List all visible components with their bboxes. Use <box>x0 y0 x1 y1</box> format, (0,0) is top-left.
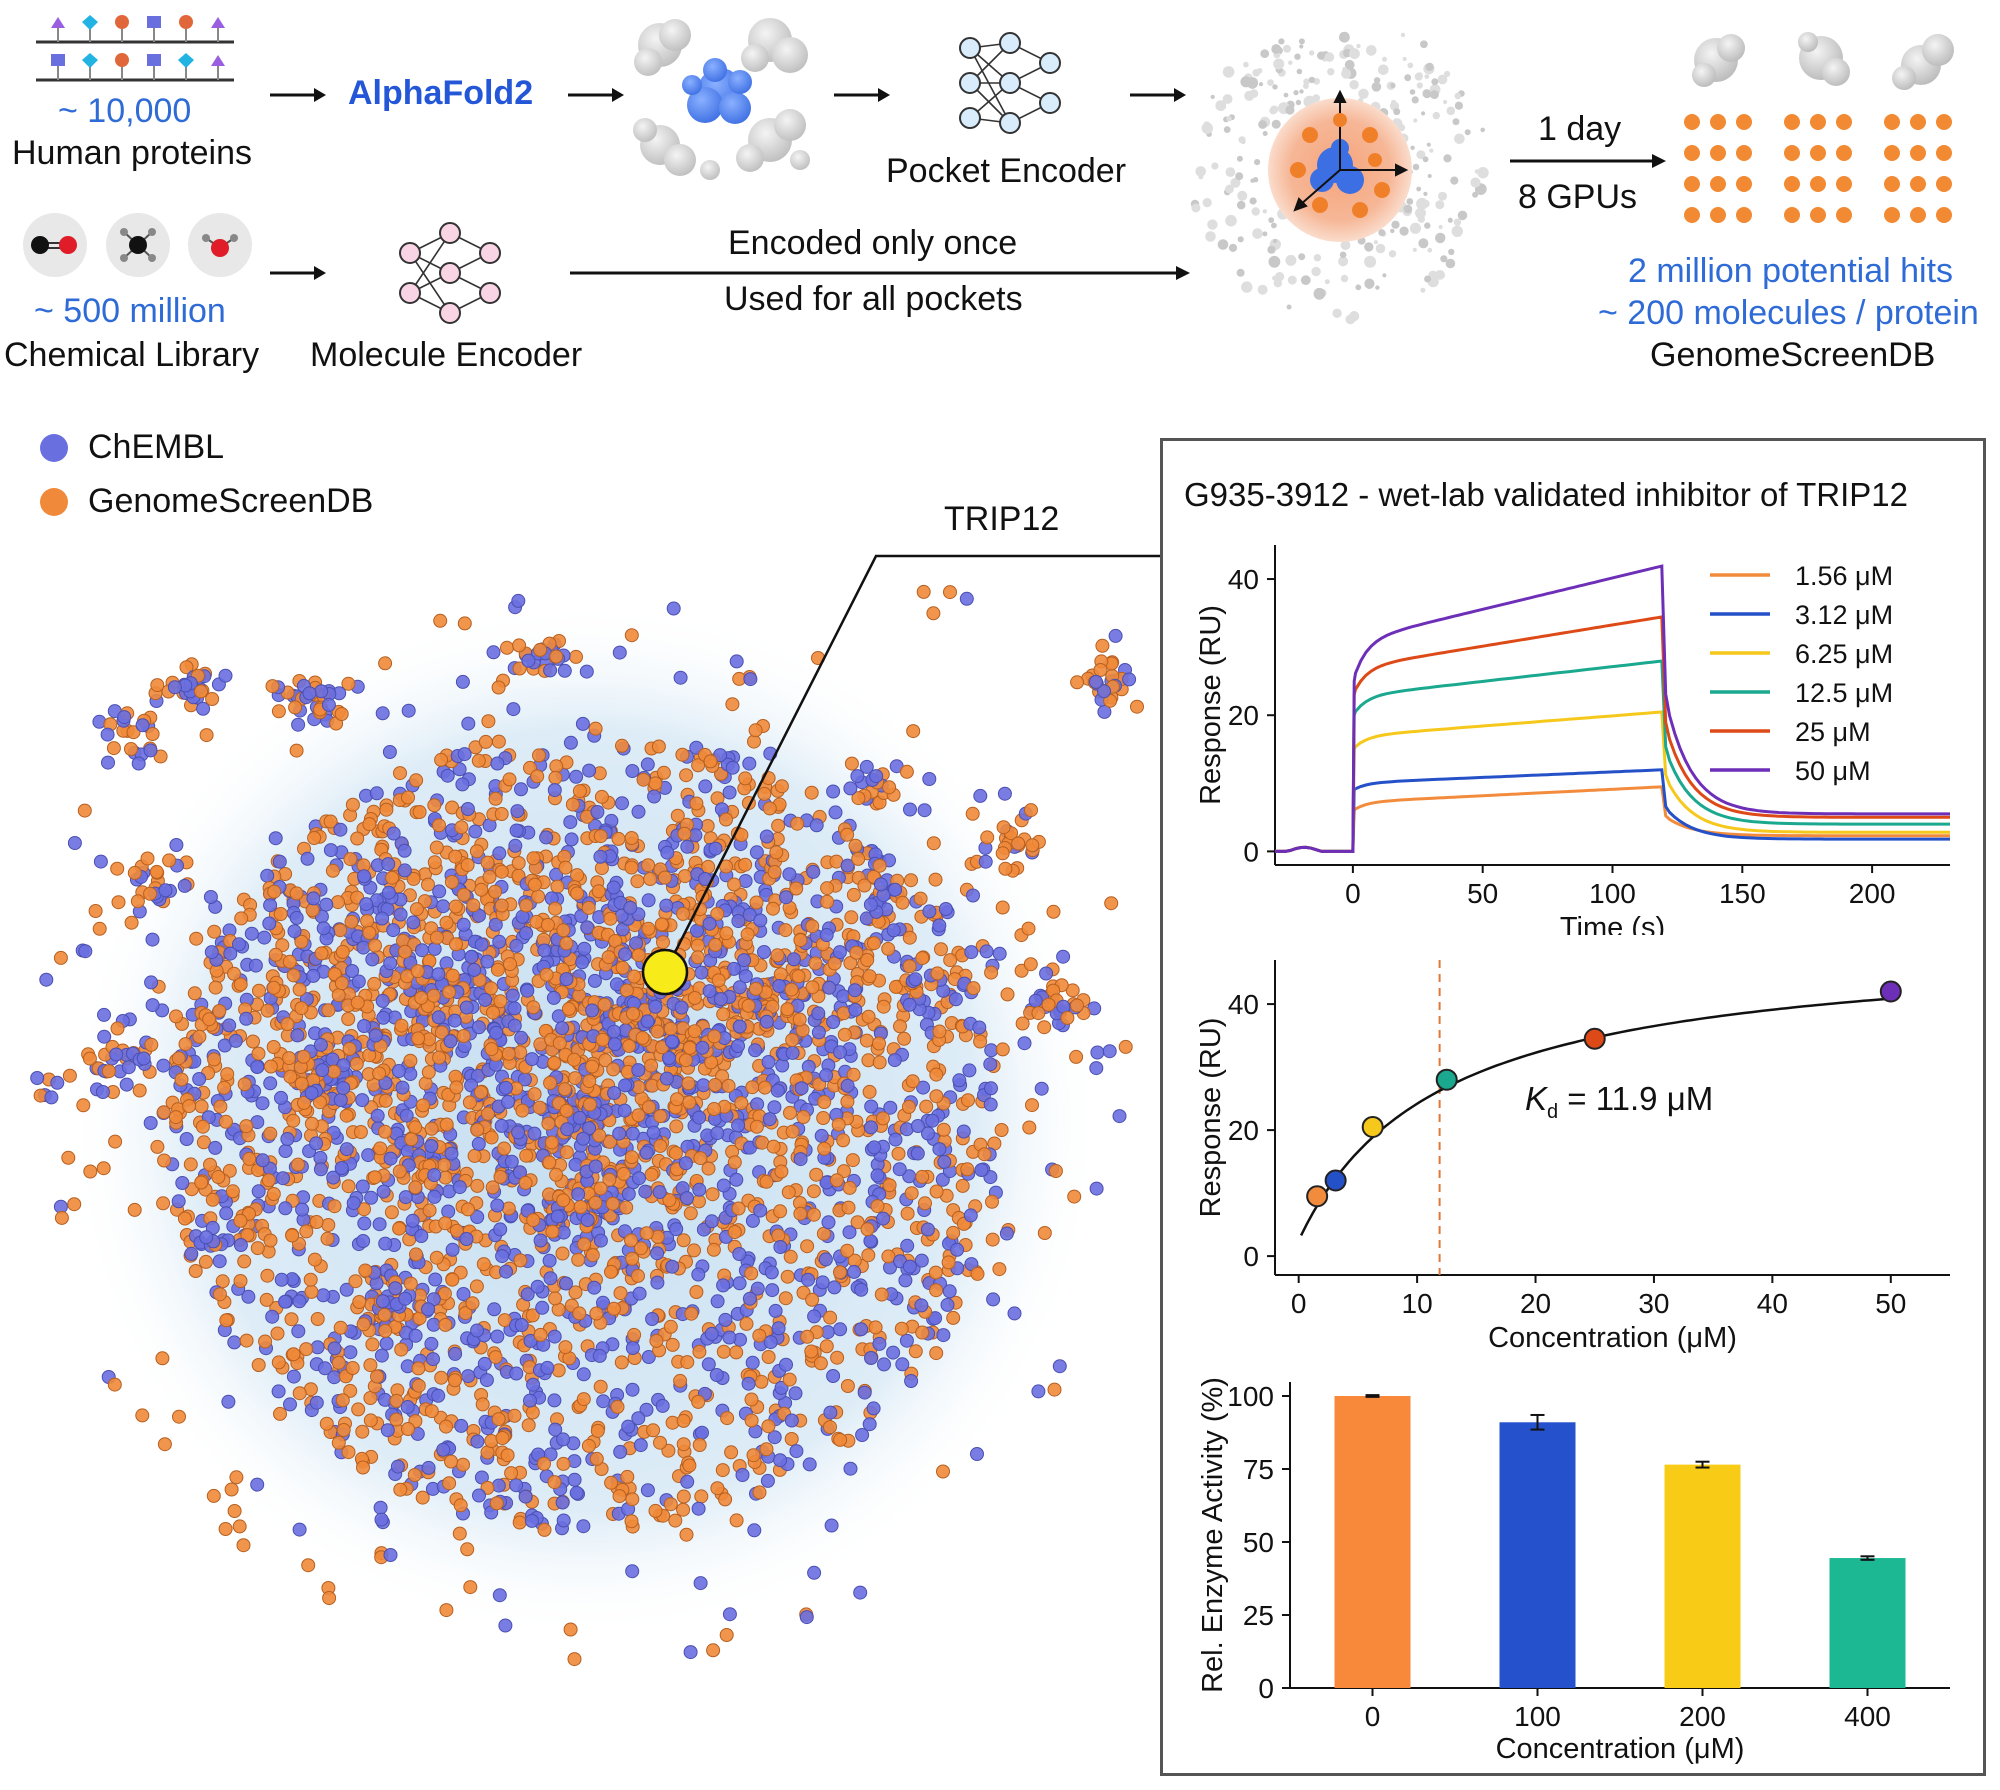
y-tick-label: 50 <box>1243 1527 1274 1558</box>
arrow-icon <box>270 88 326 102</box>
data-point <box>1324 1169 1347 1192</box>
kd-label: Kd = 11.9 μM <box>1525 1080 1713 1123</box>
series-line <box>1275 785 1950 853</box>
y-tick-label: 40 <box>1228 564 1259 595</box>
x-tick-label: 0 <box>1365 1701 1381 1732</box>
x-tick-label: 400 <box>1844 1701 1891 1732</box>
alphafold-label: AlphaFold2 <box>348 74 534 112</box>
validation-panel <box>1160 438 1986 1776</box>
legend-chembl-label: ChEMBL <box>88 428 225 466</box>
x-tick-label: 100 <box>1589 878 1636 909</box>
y-tick-label: 75 <box>1243 1454 1274 1485</box>
pocket-encoder-network-icon <box>959 32 1061 134</box>
data-point <box>1879 980 1902 1003</box>
enzyme-activity-chart: 0 25 50 75 100 0 100 200 400 Concentration (μM) Re… <box>1197 1377 1950 1765</box>
arrow-icon <box>1130 88 1186 102</box>
pocket-encoder-label: Pocket Encoder <box>886 152 1127 190</box>
series-line <box>1275 659 1950 853</box>
y-tick-label: 25 <box>1243 1600 1274 1631</box>
y-tick-label: 40 <box>1228 989 1259 1020</box>
bar <box>1334 1396 1411 1688</box>
hits-count: 2 million potential hits <box>1628 252 1954 290</box>
molecule-encoder-label: Molecule Encoder <box>310 336 583 374</box>
y-tick-label: 0 <box>1243 1241 1259 1272</box>
x-tick-label: 200 <box>1679 1701 1726 1732</box>
encoded-once-label: Encoded only once <box>728 224 1018 262</box>
proteins-count: ~ 10,000 <box>58 92 192 130</box>
molecule-encoder-network-icon <box>399 222 501 324</box>
spr-sensorgram-chart: 0 50 100 150 200 0 20 40 Time (s) Response (RU) 1.… <box>1195 545 1950 935</box>
hit-molecules-grid <box>1684 114 1952 223</box>
library-label: Chemical Library <box>4 336 260 374</box>
bar <box>1499 1422 1576 1688</box>
arrow-icon <box>834 88 890 102</box>
legend-label: 3.12 μM <box>1795 600 1893 630</box>
x-axis-label: Time (s) <box>1560 912 1665 935</box>
x-tick-label: 0 <box>1291 1288 1307 1319</box>
x-tick-label: 50 <box>1467 878 1498 909</box>
data-point <box>1583 1027 1606 1050</box>
pipeline: ~ 10,000 Human proteins AlphaFold2 <box>0 0 2000 390</box>
x-tick-label: 20 <box>1520 1288 1551 1319</box>
series-line <box>1275 768 1950 853</box>
series-line <box>1275 564 1950 853</box>
legend-chembl-marker <box>40 434 68 462</box>
molecule-icons <box>23 213 252 277</box>
y-tick-label: 0 <box>1258 1673 1274 1704</box>
y-tick-label: 20 <box>1228 700 1259 731</box>
y-axis-label: Rel. Enzyme Activity (%) <box>1197 1377 1229 1693</box>
embedding-space-icon <box>1190 31 1489 325</box>
gpus-label: 8 GPUs <box>1518 178 1638 216</box>
legend-gsdb-marker <box>40 488 68 516</box>
x-tick-label: 0 <box>1345 878 1361 909</box>
y-tick-label: 100 <box>1227 1381 1274 1412</box>
time-label: 1 day <box>1538 110 1622 148</box>
protein-sequence-icon <box>36 15 234 82</box>
used-for-all-label: Used for all pockets <box>724 280 1023 318</box>
y-tick-label: 0 <box>1243 836 1259 867</box>
molecules-per-protein: ~ 200 molecules / protein <box>1598 294 1979 332</box>
legend-label: 25 μM <box>1795 717 1871 747</box>
arrow-icon <box>568 88 624 102</box>
x-tick-label: 150 <box>1719 878 1766 909</box>
legend-gsdb-label: GenomeScreenDB <box>88 482 374 520</box>
trip12-label: TRIP12 <box>944 500 1060 538</box>
x-tick-label: 40 <box>1757 1288 1788 1319</box>
panel-title: G935-3912 - wet-lab validated inhibitor … <box>1184 476 1908 513</box>
y-axis-label: Response (RU) <box>1195 605 1227 805</box>
legend-label: 6.25 μM <box>1795 639 1893 669</box>
y-tick-label: 20 <box>1228 1115 1259 1146</box>
bar <box>1664 1464 1741 1688</box>
legend-label: 12.5 μM <box>1795 678 1893 708</box>
series-line <box>1275 615 1950 853</box>
legend-label: 1.56 μM <box>1795 561 1893 591</box>
proteins-label: Human proteins <box>12 134 253 172</box>
data-point <box>1361 1115 1384 1138</box>
y-axis-label: Response (RU) <box>1195 1018 1227 1218</box>
bar <box>1829 1558 1906 1688</box>
x-tick-label: 30 <box>1638 1288 1669 1319</box>
long-arrow-icon <box>570 266 1190 280</box>
trip12-callout <box>641 554 1160 996</box>
dose-response-chart: 0 10 20 30 40 50 0 20 40 Concentration (μM) Respon… <box>1195 960 1950 1354</box>
embedding-scatter <box>30 584 1144 1667</box>
db-name: GenomeScreenDB <box>1650 336 1936 374</box>
protein-structures-icon <box>633 18 810 180</box>
data-point <box>1435 1068 1458 1091</box>
arrow-icon <box>1510 154 1666 168</box>
x-axis-label: Concentration (μM) <box>1496 1733 1745 1765</box>
x-axis-label: Concentration (μM) <box>1488 1322 1737 1354</box>
x-tick-label: 200 <box>1849 878 1896 909</box>
series-line <box>1275 710 1950 853</box>
data-point <box>1306 1185 1329 1208</box>
arrow-icon <box>270 266 326 280</box>
x-tick-label: 10 <box>1402 1288 1433 1319</box>
x-tick-label: 100 <box>1514 1701 1561 1732</box>
legend-label: 50 μM <box>1795 756 1871 786</box>
hit-proteins-icon <box>1692 32 1954 90</box>
library-count: ~ 500 million <box>34 292 226 330</box>
x-tick-label: 50 <box>1875 1288 1906 1319</box>
